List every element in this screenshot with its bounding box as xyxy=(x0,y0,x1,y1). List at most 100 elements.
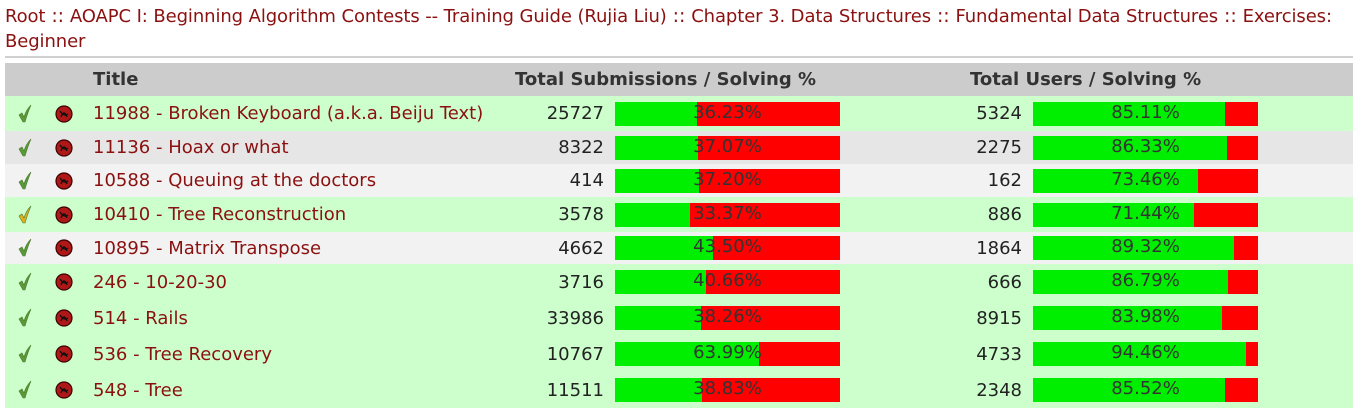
users-percent: 89.32% xyxy=(1111,236,1180,257)
submissions-progress-fill xyxy=(615,378,703,402)
users-progress-fill xyxy=(1033,342,1246,366)
users-count: 4733 xyxy=(976,343,1023,365)
users-percent: 71.44% xyxy=(1111,202,1180,224)
problems-table: Title Total Submissions / Solving % Tota… xyxy=(5,63,1353,408)
submissions-percent: 38.83% xyxy=(693,378,762,399)
users-bar-cell: 89.32% xyxy=(1033,232,1353,264)
breadcrumb-chapter[interactable]: Chapter 3. Data Structures xyxy=(691,6,931,27)
title-cell: 11988 - Broken Keyboard (a.k.a. Beiju Te… xyxy=(83,96,505,131)
table-row: 10410 - Tree Reconstruction 3578 33.37% 886… xyxy=(5,197,1353,232)
problem-title-link[interactable]: 10410 - Tree Reconstruction xyxy=(93,204,347,225)
table-row: 10895 - Matrix Transpose 4662 43.50% 1864 89… xyxy=(5,232,1353,264)
submissions-progress-fill xyxy=(615,306,702,330)
problem-title-link[interactable]: 11988 - Broken Keyboard (a.k.a. Beiju Te… xyxy=(93,103,484,124)
pdf-cell xyxy=(45,264,83,300)
pdf-icon[interactable] xyxy=(45,345,83,363)
header-submissions[interactable]: Total Submissions / Solving % xyxy=(515,69,817,90)
users-progress-bar: 94.46% xyxy=(1033,342,1259,366)
submissions-bar-cell: 37.07% xyxy=(615,131,940,164)
users-bar-cell: 73.46% xyxy=(1033,164,1353,197)
header-users[interactable]: Total Users / Solving % xyxy=(970,69,1202,90)
header-title[interactable]: Title xyxy=(93,69,139,90)
green-check-icon xyxy=(5,308,45,328)
users-progress-bar: 73.46% xyxy=(1033,168,1259,193)
submissions-bar-cell: 40.66% xyxy=(615,264,940,300)
problem-title-link[interactable]: 246 - 10-20-30 xyxy=(93,271,227,293)
submissions-count: 3716 xyxy=(558,271,604,293)
users-bar-cell: 86.79% xyxy=(1033,264,1353,300)
problem-title-link[interactable]: 548 - Tree xyxy=(93,379,183,401)
submissions-count: 3578 xyxy=(558,204,604,225)
pdf-cell xyxy=(45,232,83,264)
green-check-icon xyxy=(5,104,45,124)
table-row: 548 - Tree 11511 38.83% 2348 85.52% xyxy=(5,372,1353,408)
green-check-icon xyxy=(5,171,45,191)
problem-title-link[interactable]: 514 - Rails xyxy=(93,307,188,329)
users-progress-fill xyxy=(1033,168,1199,193)
pdf-icon[interactable] xyxy=(45,239,83,257)
users-count: 162 xyxy=(987,170,1023,191)
submissions-percent: 63.99% xyxy=(693,342,762,363)
submissions-bar-cell: 43.50% xyxy=(615,232,940,264)
pdf-icon[interactable] xyxy=(45,381,83,399)
breadcrumb-section[interactable]: Fundamental Data Structures xyxy=(955,6,1219,27)
users-bar-cell: 86.33% xyxy=(1033,131,1353,164)
status-cell xyxy=(5,264,45,300)
users-progress-fill xyxy=(1033,236,1234,260)
pdf-cell xyxy=(45,372,83,408)
problem-title-link[interactable]: 10895 - Matrix Transpose xyxy=(93,237,322,259)
users-progress-fill xyxy=(1033,378,1226,402)
table-row: 246 - 10-20-30 3716 40.66% 666 86.79% xyxy=(5,264,1353,300)
users-count: 666 xyxy=(987,271,1023,293)
submissions-percent: 37.07% xyxy=(693,135,762,157)
title-cell: 246 - 10-20-30 xyxy=(83,264,505,300)
users-bar-cell: 71.44% xyxy=(1033,197,1353,232)
users-count: 1864 xyxy=(976,237,1023,259)
users-progress-bar: 85.52% xyxy=(1033,378,1259,402)
users-count: 5324 xyxy=(976,103,1023,124)
submissions-progress-bar: 43.50% xyxy=(615,236,840,260)
users-progress-fill xyxy=(1033,135,1228,160)
header-pdf xyxy=(45,63,83,96)
problem-title-link[interactable]: 536 - Tree Recovery xyxy=(93,343,272,365)
pdf-cell xyxy=(45,197,83,232)
breadcrumb-separator: :: xyxy=(931,5,956,27)
submissions-progress-fill xyxy=(615,168,699,193)
breadcrumb-current[interactable]: Exercises: Beginner xyxy=(5,6,1332,52)
users-percent: 86.79% xyxy=(1111,270,1180,291)
pdf-cell xyxy=(45,300,83,336)
pdf-icon[interactable] xyxy=(45,171,83,190)
status-cell xyxy=(5,336,45,372)
pdf-icon[interactable] xyxy=(45,138,83,157)
submissions-progress-fill xyxy=(615,101,697,126)
users-percent: 94.46% xyxy=(1111,342,1180,363)
green-check-icon xyxy=(5,238,45,258)
breadcrumb-root[interactable]: Root xyxy=(5,6,46,27)
users-progress-fill xyxy=(1033,202,1194,227)
submissions-bar-cell: 33.37% xyxy=(615,197,940,232)
submissions-bar-cell: 38.83% xyxy=(615,372,940,408)
status-cell xyxy=(5,232,45,264)
users-count: 2275 xyxy=(976,137,1023,158)
pdf-icon[interactable] xyxy=(45,205,83,224)
pdf-icon[interactable] xyxy=(45,273,83,291)
users-count: 8915 xyxy=(976,307,1023,329)
users-progress-bar: 83.98% xyxy=(1033,306,1259,330)
green-check-icon xyxy=(5,380,45,400)
breadcrumb-book[interactable]: AOAPC I: Beginning Algorithm Contests --… xyxy=(69,6,667,27)
submissions-bar-cell: 63.99% xyxy=(615,336,940,372)
problem-title-link[interactable]: 11136 - Hoax or what xyxy=(93,137,289,158)
submissions-progress-fill xyxy=(615,202,691,227)
submissions-progress-fill xyxy=(615,135,699,160)
pdf-cell xyxy=(45,131,83,164)
submissions-progress-bar: 63.99% xyxy=(615,342,840,366)
submissions-bar-cell: 38.26% xyxy=(615,300,940,336)
table-header-row: Title Total Submissions / Solving % Tota… xyxy=(5,63,1353,96)
title-cell: 10588 - Queuing at the doctors xyxy=(83,164,505,197)
green-check-icon xyxy=(5,138,45,158)
yellow-check-icon xyxy=(5,205,45,225)
submissions-percent: 33.37% xyxy=(693,202,762,224)
pdf-icon[interactable] xyxy=(45,309,83,327)
problem-title-link[interactable]: 10588 - Queuing at the doctors xyxy=(93,170,377,191)
pdf-icon[interactable] xyxy=(45,104,83,123)
